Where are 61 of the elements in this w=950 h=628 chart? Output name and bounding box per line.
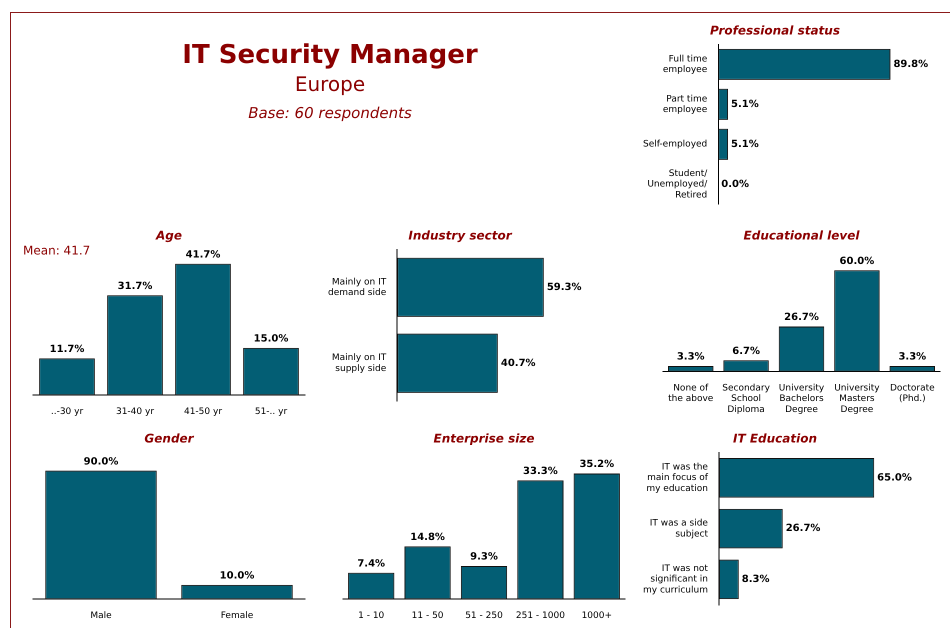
- data-label: 7.4%: [357, 558, 386, 570]
- data-label: 6.7%: [732, 346, 760, 357]
- data-label: 15.0%: [254, 334, 288, 345]
- data-label: 0.0%: [721, 178, 750, 190]
- y-tick-label: Student/ Unemployed/ Retired: [647, 168, 708, 200]
- data-label: 60.0%: [840, 256, 874, 267]
- chart-title: IT Education: [732, 431, 818, 446]
- chart-title: Enterprise size: [434, 431, 534, 446]
- data-label: 11.7%: [50, 344, 84, 355]
- x-tick-label: Doctorate (Phd.): [890, 383, 936, 404]
- data-label: 89.8%: [893, 58, 928, 70]
- x-tick-label: 251 - 1000: [516, 610, 566, 621]
- data-label: 35.2%: [579, 459, 614, 470]
- y-tick-label: IT was not significant in my curriculum: [642, 564, 708, 596]
- x-tick-label: 1 - 10: [358, 610, 385, 621]
- x-tick-label: ..-30 yr: [50, 406, 84, 417]
- chart-title: Industry sector: [408, 228, 513, 242]
- data-label: 3.3%: [898, 352, 926, 363]
- y-tick-label: Mainly on IT demand side: [328, 277, 387, 298]
- x-tick-label: 11 - 50: [412, 610, 444, 621]
- data-label: 10.0%: [220, 570, 254, 582]
- y-tick-label: Self-employed: [642, 140, 708, 150]
- y-tick-label: IT was the main focus of my education: [646, 462, 709, 494]
- y-tick-label: Part time employee: [662, 94, 708, 116]
- text: Base: 60 respondents: [247, 104, 413, 122]
- y-tick-label: Full time employee: [662, 54, 708, 76]
- y-tick-label: Mainly on IT supply side: [332, 353, 387, 374]
- data-label: 26.7%: [784, 312, 819, 324]
- x-tick-label: 51 - 250: [465, 610, 504, 621]
- y-tick-label: IT was a side subject: [650, 518, 708, 540]
- text: IT Security Manager: [181, 40, 479, 70]
- x-tick-label: University Masters Degree: [834, 383, 880, 415]
- x-tick-label: Secondary School Diploma: [722, 383, 771, 415]
- data-label: 31.7%: [118, 280, 152, 292]
- x-tick-label: None of the above: [668, 383, 714, 404]
- x-tick-label: Male: [90, 610, 112, 621]
- data-label: 41.7%: [186, 249, 220, 260]
- x-tick-label: Female: [220, 610, 254, 621]
- data-label: 65.0%: [877, 472, 912, 484]
- x-tick-label: University Bachelors Degree: [778, 383, 825, 415]
- data-label: 26.7%: [786, 523, 820, 534]
- chart-title: Educational level: [744, 228, 860, 242]
- chart-title: Professional status: [710, 23, 840, 38]
- chart-title: Gender: [144, 431, 195, 446]
- chart-title: Age: [154, 228, 182, 242]
- data-label: 9.3%: [470, 552, 498, 563]
- data-label: 3.3%: [676, 352, 705, 363]
- data-label: 40.7%: [500, 358, 536, 369]
- data-label: 8.3%: [742, 574, 770, 585]
- text: Mean: 41.7: [23, 244, 90, 258]
- x-tick-label: 31-40 yr: [116, 406, 154, 417]
- data-label: 5.1%: [731, 138, 759, 150]
- data-label: 59.3%: [546, 282, 582, 293]
- data-label: 90.0%: [84, 456, 118, 468]
- text: Europe: [294, 72, 366, 96]
- data-label: 5.1%: [731, 98, 759, 110]
- x-tick-label: 51-.. yr: [254, 406, 288, 417]
- data-label: 14.8%: [410, 532, 445, 543]
- data-label: 33.3%: [523, 466, 558, 477]
- x-tick-label: 41-50 yr: [184, 406, 222, 417]
- x-tick-label: 1000+: [582, 610, 612, 621]
